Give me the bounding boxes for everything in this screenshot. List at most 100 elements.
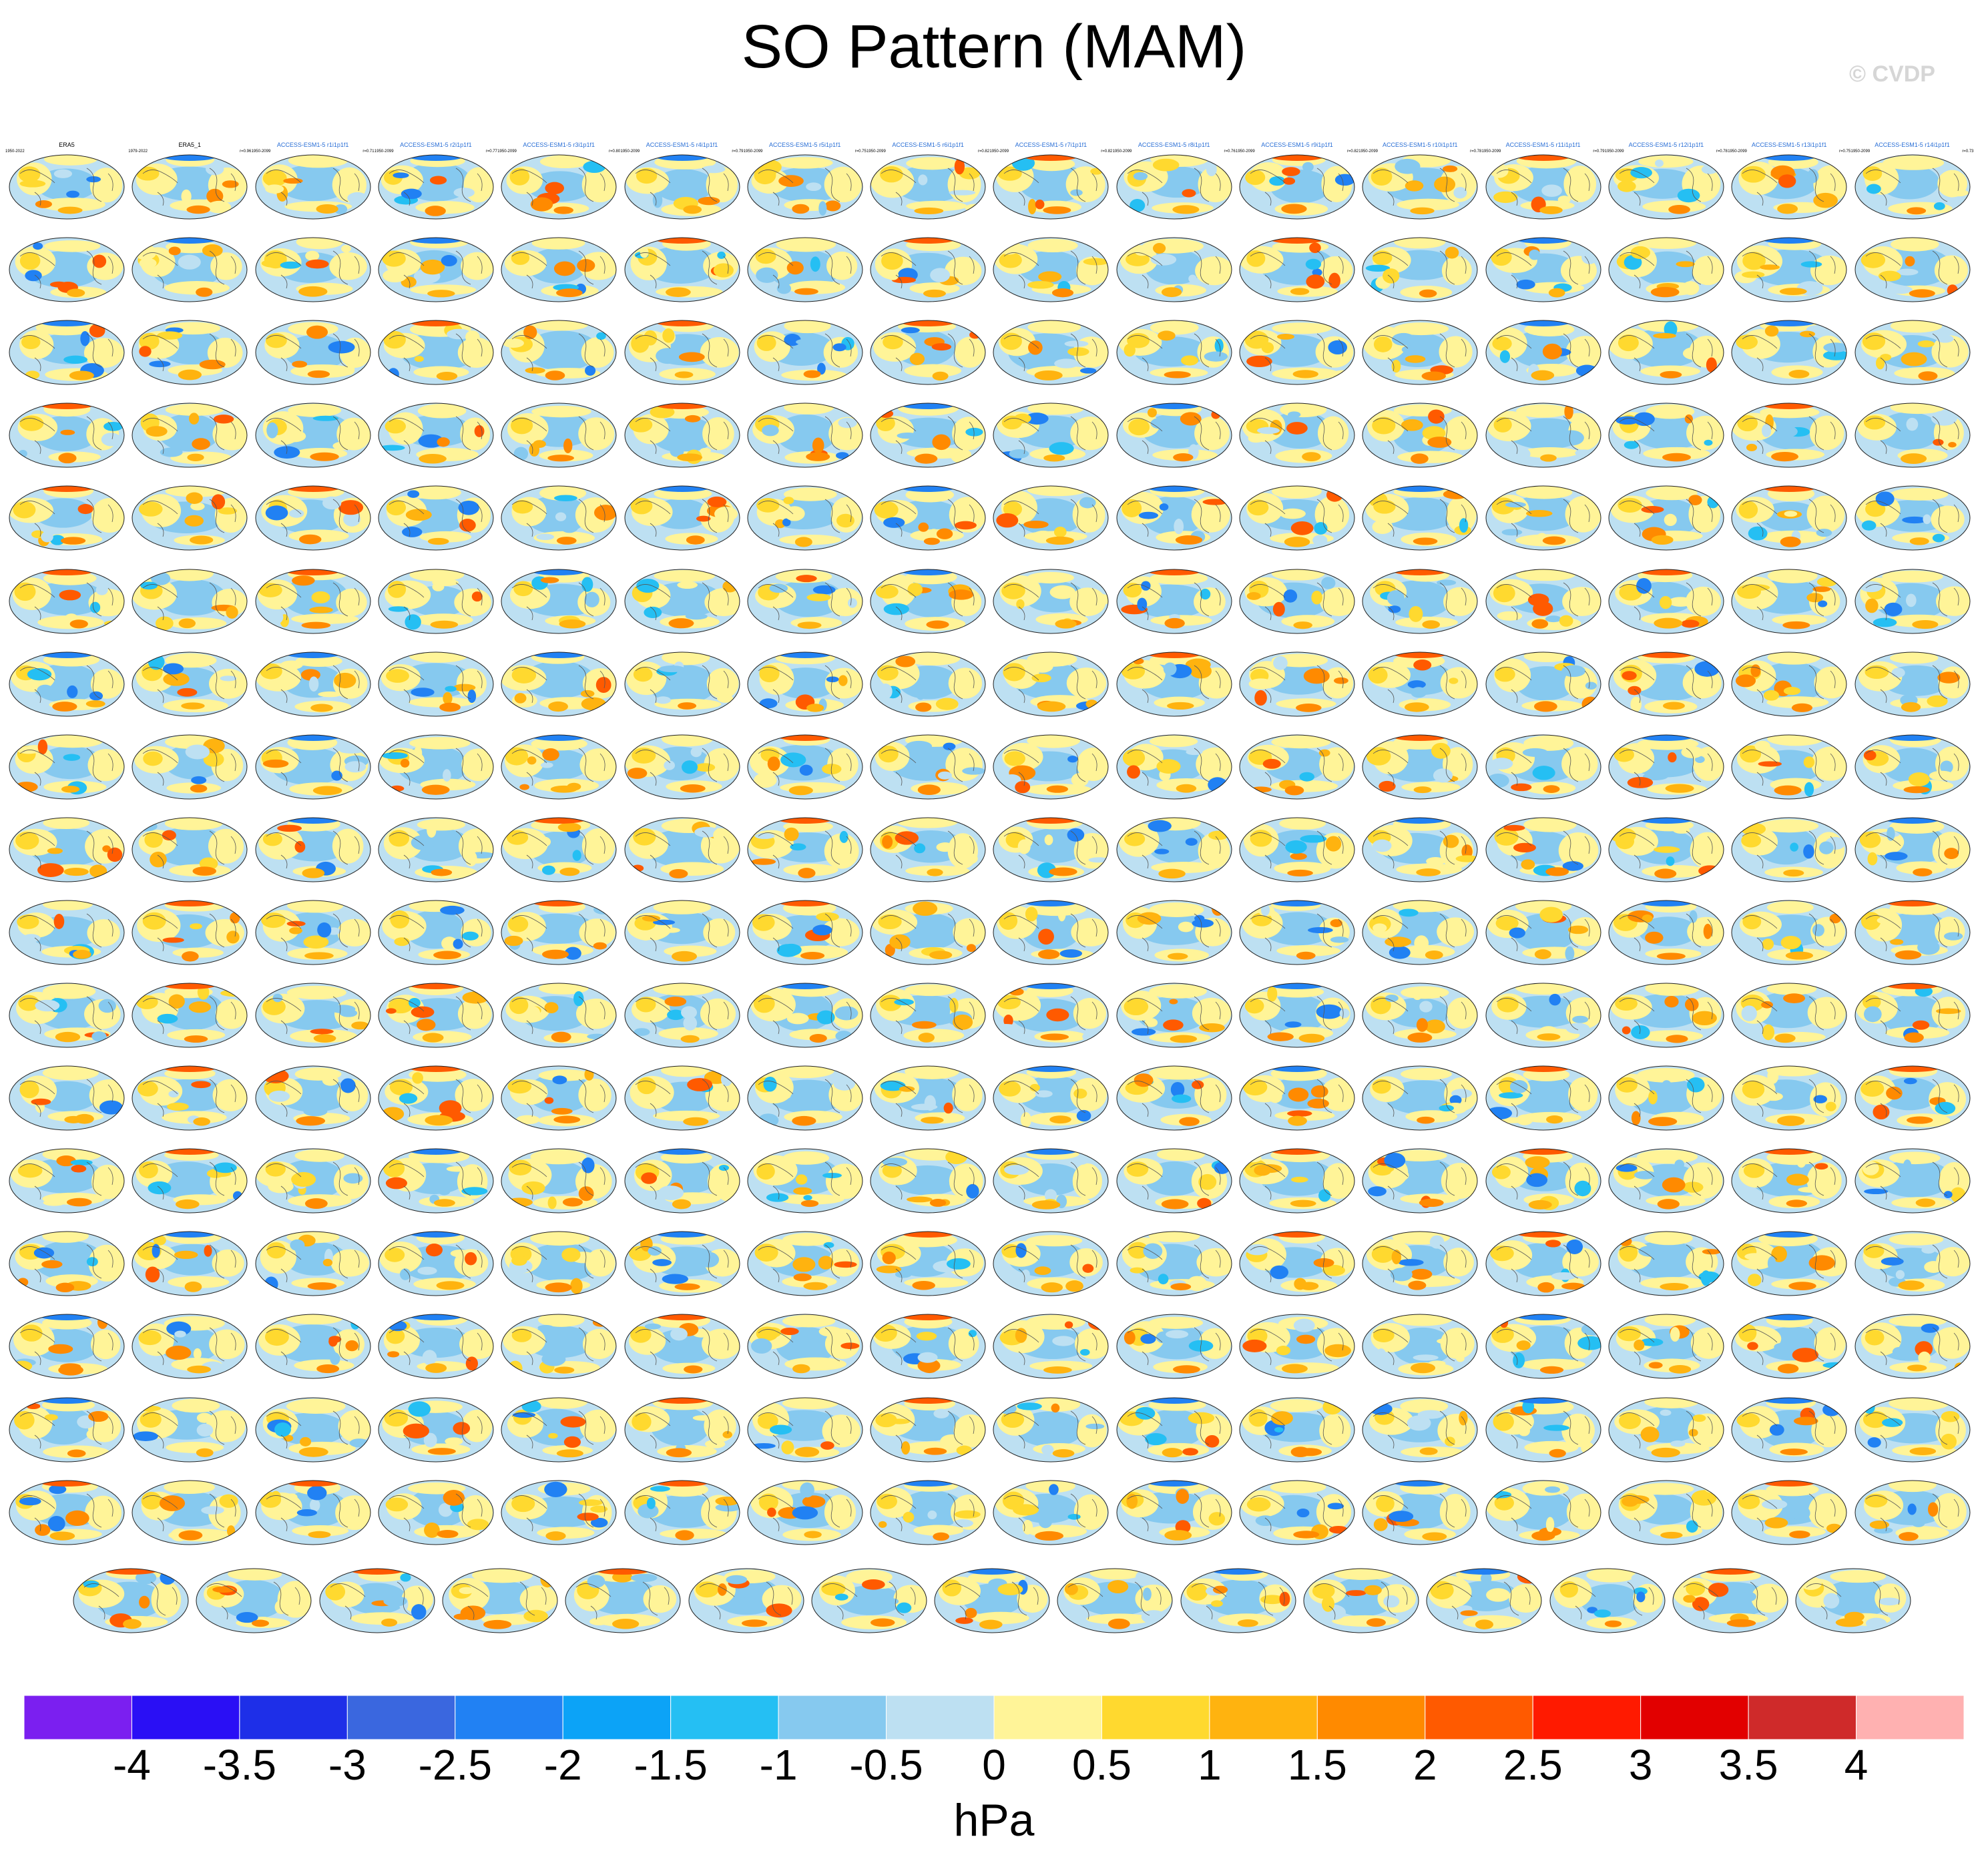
map-panel-plot [993, 1397, 1109, 1462]
map-panel [497, 1135, 620, 1218]
map-panel [1113, 1053, 1236, 1135]
map-panel-plot [1362, 1397, 1478, 1462]
map-panel [252, 970, 375, 1053]
map-panel: ACCESS-ESM1-5 r12i1p1f1 1950-2099 r=0.78 [1605, 142, 1728, 224]
map-panel [1851, 556, 1974, 639]
map-panel-plot [9, 154, 125, 220]
colorbar-box [1856, 1695, 1964, 1740]
map-panel [989, 1467, 1112, 1550]
map-panel [744, 1218, 866, 1301]
map-panel [5, 722, 128, 804]
map-panel [1236, 1053, 1358, 1135]
map-panel [128, 970, 251, 1053]
map-panel-plot [442, 1568, 558, 1633]
map-panel-plot [1239, 1065, 1355, 1131]
map-panel: ACCESS-ESM1-5 r7i1p1f1 1950-2099 r=0.82 [989, 142, 1112, 224]
map-panel-correlation: r=0.96 [240, 150, 252, 154]
map-panel-plot [1608, 1231, 1724, 1296]
map-panel [1605, 307, 1728, 390]
map-panel-years: 1950-2022 [5, 150, 25, 154]
map-panel-plot [1239, 485, 1355, 551]
map-panel-plot [132, 900, 248, 965]
colorbar-box [562, 1695, 672, 1740]
map-panel [1851, 473, 1974, 555]
map-panel-plot [1362, 651, 1478, 717]
map-panel: ACCESS-ESM1-5 r6i1p1f1 1950-2099 r=0.82 [866, 142, 989, 224]
map-panel [621, 1218, 744, 1301]
map-panel [1113, 1384, 1236, 1467]
map-panel [1728, 1053, 1850, 1135]
map-panel-plot [1116, 983, 1232, 1048]
map-panel [621, 887, 744, 970]
map-panel [375, 1384, 497, 1467]
map-panel [866, 804, 989, 887]
map-panel [1851, 1135, 1974, 1218]
map-panel-plot [1116, 1397, 1232, 1462]
map-panel [1236, 390, 1358, 473]
map-panel-title: ACCESS-ESM1-5 r2i1p1f1 [400, 142, 472, 148]
map-panel [744, 1135, 866, 1218]
map-panel [744, 722, 866, 804]
map-panel [5, 556, 128, 639]
colorbar: -4 -3.5 -3 -2.5 -2 -1.5 -1 -0.5 0 0.5 1 1.5 2 2.5 3 3.5… [24, 1695, 1964, 1782]
map-panel: ACCESS-ESM1-5 r9i1p1f1 1950-2099 r=0.82 [1236, 142, 1358, 224]
map-panel [1236, 224, 1358, 307]
map-panel [866, 887, 989, 970]
map-panel [5, 307, 128, 390]
map-panel-plot [501, 1065, 617, 1131]
map-panel-plot [255, 320, 371, 385]
map-panel [1113, 473, 1236, 555]
map-panel [128, 639, 251, 722]
map-panel [192, 1555, 315, 1638]
map-panel-plot [1485, 1148, 1601, 1214]
map-panel-plot [1485, 154, 1601, 220]
map-panel-plot [132, 734, 248, 800]
map-panel-plot [1608, 1397, 1724, 1462]
map-panel-plot [993, 817, 1109, 882]
map-panel [375, 556, 497, 639]
map-panel [1851, 1384, 1974, 1467]
map-panel-plot [1731, 320, 1847, 385]
map-panel-plot [1731, 817, 1847, 882]
map-panel-plot [9, 651, 125, 717]
map-panel-plot [1549, 1568, 1666, 1633]
map-panel [497, 307, 620, 390]
map-panel [375, 1218, 497, 1301]
map-panel [1605, 1467, 1728, 1550]
map-panel [1482, 1218, 1605, 1301]
colorbar-box [1101, 1695, 1210, 1740]
map-panel-plot [993, 651, 1109, 717]
map-panel [1236, 887, 1358, 970]
map-panel [252, 639, 375, 722]
map-panel-plot [1239, 237, 1355, 302]
map-panel [1113, 1135, 1236, 1218]
map-panel [5, 970, 128, 1053]
map-panel-plot [1731, 1065, 1847, 1131]
map-panel [252, 1384, 375, 1467]
map-panel-plot [1731, 1480, 1847, 1545]
map-panel-plot [870, 1397, 986, 1462]
colorbar-box [1316, 1695, 1426, 1740]
map-panel-plot [1239, 320, 1355, 385]
colorbar-box [455, 1695, 563, 1740]
map-panel-plot [1608, 569, 1724, 633]
watermark: © CVDP [1849, 61, 1935, 87]
map-panel [69, 1555, 192, 1638]
map-panel-plot [1485, 1231, 1601, 1296]
map-panel-plot [993, 983, 1109, 1048]
map-panel-plot [378, 485, 494, 551]
map-panel-plot [1362, 569, 1478, 633]
colorbar-tick-label: -4 [113, 1741, 151, 1782]
map-panel-plot [1239, 651, 1355, 717]
map-panel [1605, 887, 1728, 970]
colorbar-box [346, 1695, 456, 1740]
map-panel-plot [378, 817, 494, 882]
map-panel [128, 1467, 251, 1550]
map-panel-plot [1608, 983, 1724, 1048]
map-panel [1851, 1467, 1974, 1550]
map-panel-plot [1854, 1314, 1970, 1379]
map-panel-plot [132, 651, 248, 717]
map-panel [866, 722, 989, 804]
map-panel-plot [624, 817, 740, 882]
map-panel-plot [1485, 1397, 1601, 1462]
